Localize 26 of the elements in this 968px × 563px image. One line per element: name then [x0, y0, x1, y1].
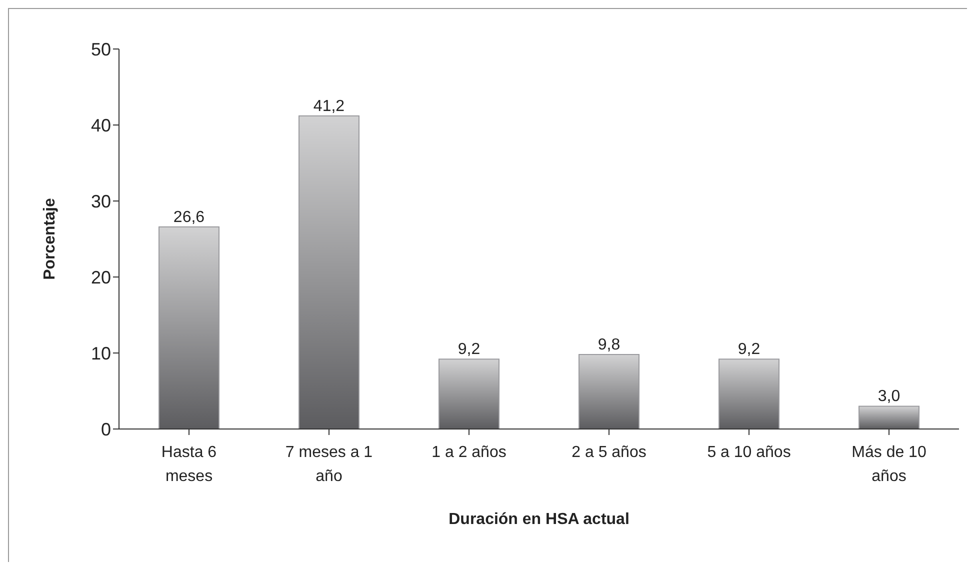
x-axis-title: Duración en HSA actual — [448, 511, 630, 528]
x-tick-label: 7 meses a 1 año — [285, 444, 373, 485]
y-tick-label: 0 — [100, 419, 111, 440]
x-tick-label: Hasta 6 meses — [161, 444, 217, 485]
y-axis-title: Porcentaje — [42, 198, 59, 280]
bar — [858, 406, 920, 429]
x-tick-label: 2 a 5 años — [572, 444, 646, 461]
bar — [578, 354, 640, 429]
data-label: 9,8 — [598, 336, 620, 354]
x-tick-label: Más de 10 años — [852, 444, 926, 485]
data-label: 3,0 — [878, 388, 900, 406]
data-label: 9,2 — [738, 341, 760, 358]
y-tick-label: 50 — [90, 39, 111, 60]
y-tick-label: 40 — [90, 115, 111, 136]
data-label: 9,2 — [458, 341, 480, 358]
y-tick-label: 10 — [90, 343, 111, 364]
y-tick-label: 30 — [90, 191, 111, 212]
bar — [158, 226, 220, 429]
data-label: 26,6 — [173, 208, 205, 226]
y-tick-label: 20 — [90, 267, 111, 288]
bar — [298, 115, 360, 429]
x-tick-label: 1 a 2 años — [432, 444, 506, 461]
data-label: 41,2 — [313, 98, 345, 115]
x-tick-label: 5 a 10 años — [707, 444, 791, 461]
bar — [718, 358, 780, 429]
bar — [438, 358, 500, 429]
